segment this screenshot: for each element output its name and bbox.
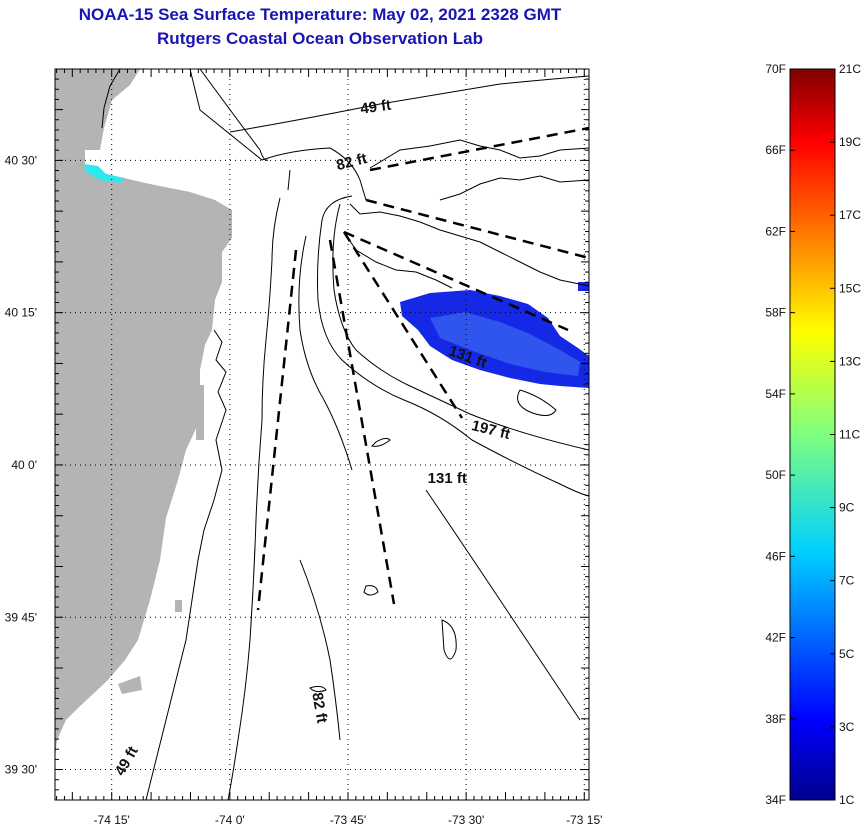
dashed-line-southeast — [343, 230, 569, 332]
colorbar-f-label: 34F — [765, 793, 786, 807]
x-tick-label: -73 45' — [330, 813, 366, 827]
contour-label: 49 ft — [359, 97, 392, 118]
colorbar-c-label: 3C — [839, 720, 855, 734]
contour-label: 49 ft — [112, 744, 142, 779]
y-tick-label: 40 0' — [11, 458, 37, 472]
colorbar-f-label: 66F — [765, 143, 786, 157]
contour-east-shelf — [369, 139, 589, 201]
colorbar-ticks — [790, 68, 835, 801]
x-axis: -74 15' -74 0' -73 45' -73 30' -73 15' — [94, 813, 603, 827]
dashed-line-east-upper — [369, 126, 589, 172]
cold-water-patch-core — [430, 312, 580, 376]
contour-channel-wiggles — [309, 203, 589, 693]
chart-subtitle: Rutgers Coastal Ocean Observation Lab — [157, 29, 483, 48]
chart-title: NOAA-15 Sea Surface Temperature: May 02,… — [78, 5, 562, 24]
x-tick-label: -74 15' — [94, 813, 130, 827]
colorbar-f-label: 46F — [765, 549, 786, 563]
x-tick-label: -73 30' — [448, 813, 484, 827]
colorbar-f-label: 58F — [765, 306, 786, 320]
dashed-line-south — [328, 239, 396, 605]
colorbar-c-label: 5C — [839, 647, 855, 661]
colorbar-c-label: 13C — [839, 354, 861, 368]
colorbar-fahrenheit-labels: 70F 66F 62F 58F 54F 50F 46F 42F 38F 34F — [765, 62, 786, 807]
contour-82ft — [189, 69, 367, 800]
dashed-line-canyon — [342, 231, 464, 419]
colorbar-f-label: 42F — [765, 631, 786, 645]
colorbar — [789, 68, 836, 801]
dashed-line-east-middle — [365, 198, 589, 260]
colorbar-f-label: 50F — [765, 468, 786, 482]
contour-131ft — [317, 195, 589, 497]
contour-197ft — [332, 203, 589, 451]
colorbar-f-label: 54F — [765, 387, 786, 401]
contour-coastline-49ft — [101, 69, 589, 161]
x-tick-label: -73 15' — [566, 813, 602, 827]
cold-water-speck — [578, 282, 589, 291]
contour-inshore-fringe — [145, 329, 227, 800]
colorbar-celsius-labels: 21C 19C 17C 15C 13C 11C 9C 7C 5C 3C 1C — [839, 62, 861, 807]
contour-label: 82 ft — [308, 691, 330, 724]
colorbar-c-label: 21C — [839, 62, 861, 76]
land-new-jersey — [55, 69, 232, 760]
minor-ticks — [55, 68, 589, 801]
colorbar-f-label: 70F — [765, 62, 786, 76]
colorbar-f-label: 38F — [765, 712, 786, 726]
grid — [55, 69, 589, 800]
colorbar-c-label: 15C — [839, 281, 861, 295]
colorbar-c-label: 11C — [839, 428, 860, 442]
y-tick-label: 40 30' — [5, 153, 37, 167]
x-tick-label: -74 0' — [215, 813, 245, 827]
y-tick-label: 40 15' — [5, 306, 37, 320]
dashed-line-west — [256, 249, 298, 611]
cyan-patch — [84, 164, 124, 183]
colorbar-f-label: 62F — [765, 224, 786, 238]
contour-label: 82 ft — [335, 150, 369, 174]
y-axis: 40 30' 40 15' 40 0' 39 45' 39 30' — [5, 153, 37, 776]
contour-inner-shelf — [298, 235, 581, 741]
colorbar-c-label: 1C — [839, 793, 855, 807]
colorbar-c-label: 7C — [839, 574, 855, 588]
contour-label: 197 ft — [470, 417, 512, 443]
contour-label: 131 ft — [428, 470, 467, 487]
colorbar-c-label: 19C — [839, 135, 861, 149]
colorbar-c-label: 9C — [839, 501, 855, 515]
colorbar-c-label: 17C — [839, 208, 861, 222]
y-tick-label: 39 45' — [5, 610, 37, 624]
y-tick-label: 39 30' — [5, 763, 37, 777]
